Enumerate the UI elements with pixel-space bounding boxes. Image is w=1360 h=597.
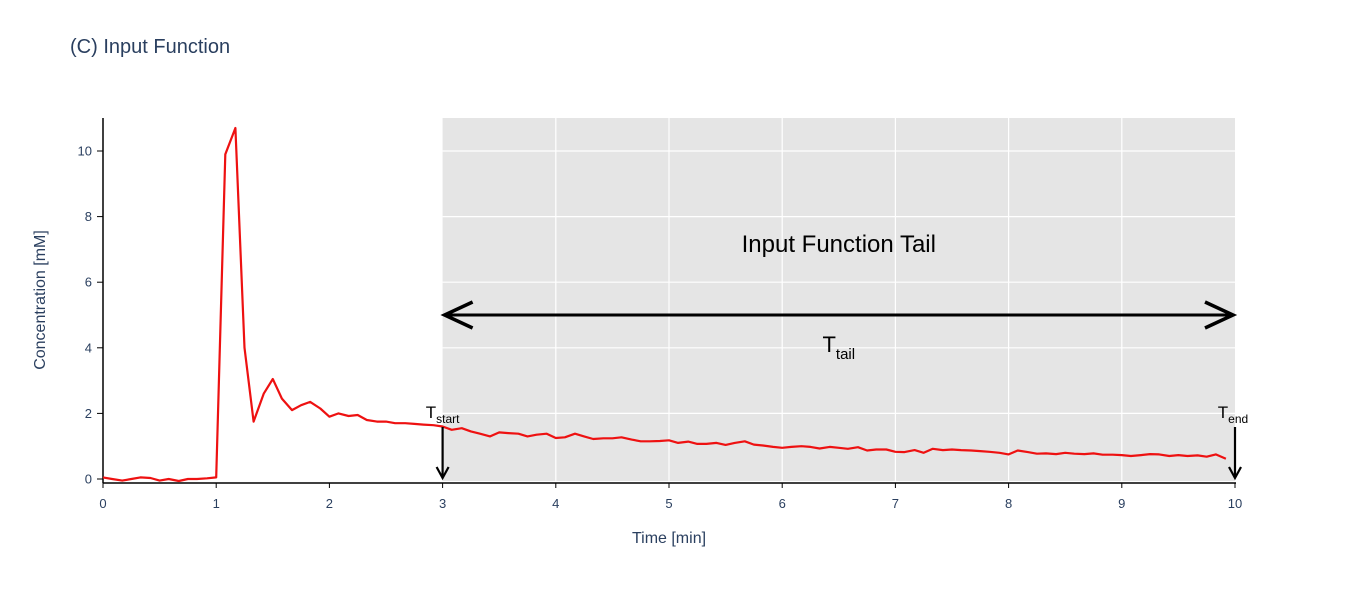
x-axis-label: Time [min] xyxy=(632,530,706,547)
tail-arrow-left-head xyxy=(440,300,474,330)
x-tick-label: 6 xyxy=(779,496,786,511)
y-tick-label: 0 xyxy=(85,472,92,487)
concentration-series-line xyxy=(102,126,1227,483)
x-tick-label: 1 xyxy=(213,496,220,511)
tail-region-label: Input Function Tail xyxy=(742,231,936,258)
x-tick-label: 0 xyxy=(99,496,106,511)
x-tick-label: 7 xyxy=(892,496,899,511)
chart-title: (C) Input Function xyxy=(70,36,231,58)
x-tick-label: 8 xyxy=(1005,496,1012,511)
t-end-label: Tend xyxy=(1218,403,1248,426)
t-tail-label: Ttail xyxy=(822,332,855,363)
t-start-arrow-head xyxy=(435,466,450,481)
y-tick-label: 2 xyxy=(85,406,92,421)
x-tick-label: 5 xyxy=(665,496,672,511)
x-tick-label: 3 xyxy=(439,496,446,511)
y-axis-label: Concentration [mM] xyxy=(32,230,49,370)
tail-shaded-region xyxy=(442,118,1236,481)
y-tick-label: 4 xyxy=(85,340,92,355)
x-tick-label: 2 xyxy=(326,496,333,511)
x-tick-label: 9 xyxy=(1118,496,1125,511)
x-tick-label: 10 xyxy=(1228,496,1242,511)
y-tick-label: 10 xyxy=(78,144,92,159)
t-end-arrow-head xyxy=(1228,466,1242,481)
y-tick-label: 8 xyxy=(85,209,92,224)
y-tick-label: 6 xyxy=(85,275,92,290)
t-start-label: Tstart xyxy=(426,403,460,426)
tail-arrow-right-head xyxy=(1204,300,1238,330)
x-tick-label: 4 xyxy=(552,496,559,511)
